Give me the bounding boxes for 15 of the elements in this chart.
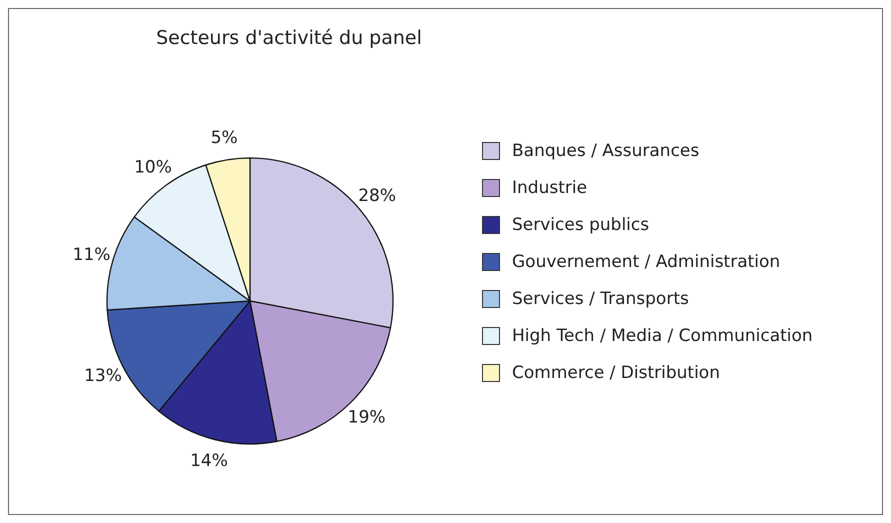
data-label: 5% bbox=[210, 128, 238, 148]
data-label: 28% bbox=[358, 186, 396, 206]
legend-label: Industrie bbox=[512, 178, 588, 198]
data-label: 13% bbox=[84, 366, 122, 386]
legend-label: Gouvernement / Administration bbox=[512, 252, 780, 272]
chart-title: Secteurs d'activité du panel bbox=[155, 27, 423, 49]
legend-label: Services / Transports bbox=[512, 288, 689, 308]
legend-label: Commerce / Distribution bbox=[512, 362, 720, 382]
data-label: 11% bbox=[72, 244, 110, 265]
legend-label: Banques / Assurances bbox=[512, 140, 700, 160]
legend-label: High Tech / Media / Communication bbox=[512, 326, 813, 346]
data-label: 10% bbox=[134, 158, 172, 178]
data-label: 19% bbox=[348, 408, 386, 428]
legend-label: Services publics bbox=[512, 214, 650, 234]
data-label: 14% bbox=[190, 450, 228, 471]
